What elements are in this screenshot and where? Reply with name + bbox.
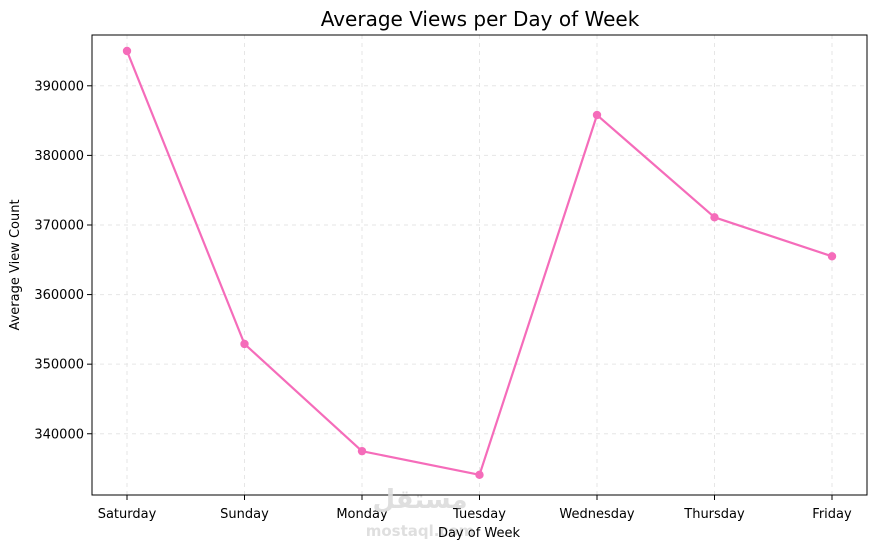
- data-point-friday: [827, 252, 837, 261]
- x-tick-label-sunday: Sunday: [220, 507, 269, 522]
- x-tick-label-wednesday: Wednesday: [559, 507, 635, 522]
- x-axis: Saturday Sunday Monday Tuesday Wednesday Thur…: [98, 495, 852, 522]
- y-axis: 340000 350000 360000 370000 380000 390000: [34, 79, 92, 442]
- y-axis-label: Average View Count: [8, 199, 23, 330]
- plot-area-frame: [91, 34, 868, 496]
- series-layer: [122, 46, 837, 480]
- watermark-text: mostaql.com: [366, 522, 475, 540]
- x-tick-label-monday: Monday: [336, 507, 388, 522]
- y-tick-label: 390000: [34, 79, 84, 94]
- y-tick-label: 350000: [34, 358, 84, 373]
- x-axis-label: Day of Week: [438, 526, 521, 541]
- x-tick-label-saturday: Saturday: [98, 507, 157, 522]
- data-point-tuesday: [475, 470, 484, 480]
- x-tick-label-friday: Friday: [812, 507, 852, 522]
- data-point-thursday: [710, 213, 719, 222]
- y-tick-label: 340000: [34, 427, 84, 442]
- data-point-sunday: [240, 339, 249, 349]
- watermark: مستقل mostaql.com: [366, 485, 475, 540]
- y-tick-label: 370000: [34, 218, 84, 233]
- y-tick-label: 360000: [34, 288, 84, 303]
- data-point-monday: [357, 446, 367, 456]
- x-tick-label-thursday: Thursday: [683, 507, 745, 522]
- data-point-wednesday: [592, 110, 602, 120]
- watermark-logo: مستقل: [372, 485, 467, 515]
- data-point-saturday: [122, 46, 132, 56]
- chart-title: Average Views per Day of Week: [321, 7, 640, 31]
- y-tick-label: 380000: [34, 149, 84, 164]
- grid-lines: [92, 35, 867, 495]
- x-tick-label-tuesday: Tuesday: [452, 507, 506, 522]
